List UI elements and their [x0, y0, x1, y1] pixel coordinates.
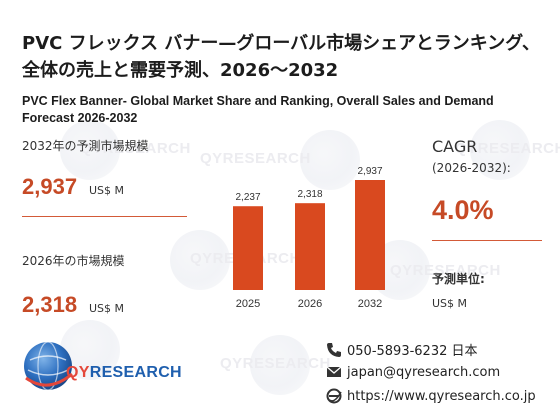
cagr-value: 4.0%	[432, 195, 494, 225]
browser-e-icon	[326, 388, 342, 404]
size-2026-value: 2,318	[22, 292, 78, 317]
watermark-text: QYRESEARCH	[390, 262, 501, 279]
size-2032-unit: US$ M	[89, 184, 125, 197]
qyresearch-logo-text: QYRESEARCH	[66, 364, 182, 382]
x-tick-label-2026: 2026	[298, 298, 322, 310]
forecast-unit-label: 予測単位:	[432, 272, 485, 286]
qyresearch-globe-logo	[24, 341, 73, 391]
watermark-text: QYRESEARCH	[200, 150, 311, 167]
watermark-globe	[250, 335, 310, 395]
bar-2026	[295, 203, 325, 290]
bar-2032	[355, 180, 385, 290]
contact-web[interactable]: https://www.qyresearch.co.jp	[326, 388, 536, 404]
mail-icon	[326, 366, 342, 377]
watermark-globe	[60, 120, 120, 180]
cagr-label: CAGR	[432, 137, 478, 156]
logo-text-research: RESEARCH	[89, 364, 182, 381]
size-2032-label: 2032年の予測市場規模	[22, 139, 149, 153]
x-tick-label-2025: 2025	[236, 298, 260, 310]
phone-icon	[327, 342, 341, 357]
x-tick-label-2032: 2032	[358, 298, 382, 310]
data-label-2026: 2,318	[297, 189, 322, 200]
contact-phone: 050-5893-6232 日本	[326, 340, 478, 359]
page-title-en: PVC Flex Banner- Global Market Share and…	[22, 94, 494, 125]
contact-email[interactable]: japan@qyresearch.com	[326, 364, 500, 380]
logo-text-qy: QY	[66, 364, 90, 381]
watermark-text: QYRESEARCH	[80, 140, 191, 157]
size-2026-unit: US$ M	[89, 302, 125, 315]
watermark-text: QYRESEARCH	[455, 140, 560, 157]
forecast-unit-value: US$ M	[432, 297, 468, 310]
divider	[432, 240, 542, 241]
size-2026-label: 2026年の市場規模	[22, 254, 125, 268]
watermark-globe	[170, 230, 230, 290]
size-2032-value: 2,937	[22, 174, 78, 199]
divider	[22, 216, 187, 217]
watermark-globe	[300, 130, 360, 190]
website-url[interactable]: https://www.qyresearch.co.jp	[347, 388, 536, 404]
email-address[interactable]: japan@qyresearch.com	[347, 364, 501, 380]
phone-number: 050-5893-6232 日本	[347, 344, 478, 359]
cagr-period: (2026-2032):	[432, 161, 511, 175]
page-title-jp: PVC フレックス バナー—グローバル市場シェアとランキング、全体の売上と需要予…	[22, 33, 540, 81]
watermark-text: QYRESEARCH	[220, 355, 331, 372]
bar-2025	[233, 206, 263, 290]
data-label-2032: 2,937	[357, 166, 382, 177]
data-label-2025: 2,237	[235, 192, 260, 203]
watermark-globe	[470, 120, 530, 180]
